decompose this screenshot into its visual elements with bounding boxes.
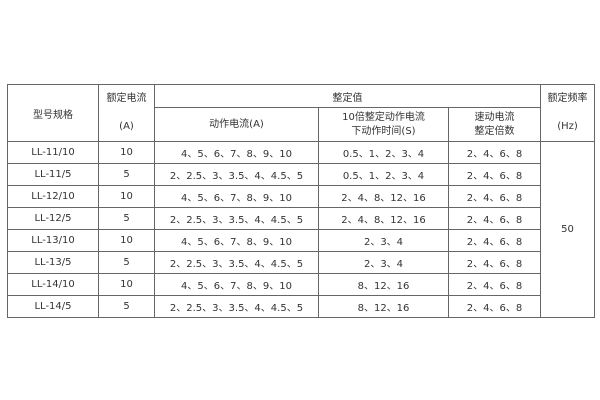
cell-quick-multiple: 2、4、6、8 (447, 185, 542, 208)
header-model: 型号规格 (7, 84, 99, 142)
cell-action-time: 2、4、8、12、16 (318, 185, 449, 208)
cell-quick-multiple: 2、4、6、8 (447, 295, 542, 318)
cell-rated-current: 5 (98, 295, 155, 318)
cell-action-time: 2、3、4 (318, 229, 449, 252)
cell-rated-current: 10 (98, 273, 155, 296)
header-setting-value: 整定值 (153, 83, 542, 109)
cell-rated-current: 5 (98, 207, 155, 230)
cell-rated-current: 10 (98, 141, 155, 164)
table-row: LL-14/10 10 4、5、6、7、8、9、10 8、12、16 2、4、6、8 (7, 273, 595, 296)
cell-action-time: 8、12、16 (318, 295, 449, 318)
table-row: LL-13/10 10 4、5、6、7、8、9、10 2、3、4 2、4、6、8 (7, 229, 595, 252)
relay-spec-table: 型号规格 额定电流 (A) 整定值 额定频率 (Hz) 动作电流(A) 10倍整定动… (7, 83, 596, 318)
cell-model: LL-11/10 (7, 141, 99, 164)
cell-quick-multiple: 2、4、6、8 (447, 207, 542, 230)
cell-model: LL-14/5 (7, 295, 99, 318)
cell-model: LL-12/10 (7, 185, 99, 208)
cell-action-current: 4、5、6、7、8、9、10 (154, 229, 319, 252)
cell-rated-current: 10 (98, 229, 155, 252)
header-action-current: 动作电流(A) (154, 107, 319, 142)
cell-frequency: 50 (540, 141, 596, 318)
table-row: LL-14/5 5 2、2.5、3、3.5、4、4.5、5 8、12、16 2、4、6、… (7, 295, 595, 318)
table-row: LL-12/5 5 2、2.5、3、3.5、4、4.5、5 2、4、8、12、16 2、… (7, 207, 595, 230)
cell-rated-current: 10 (98, 185, 155, 208)
header-quick-multiple: 速动电流 整定倍数 (447, 107, 542, 142)
header-rated-frequency: 额定频率 (Hz) (540, 84, 596, 142)
cell-action-time: 8、12、16 (318, 273, 449, 296)
table-row: LL-12/10 10 4、5、6、7、8、9、10 2、4、8、12、16 2、4、6… (7, 185, 595, 208)
cell-quick-multiple: 2、4、6、8 (447, 273, 542, 296)
cell-rated-current: 5 (98, 251, 155, 274)
table-row: LL-11/5 5 2、2.5、3、3.5、4、4.5、5 0.5、1、2、3、4 2、… (7, 163, 595, 186)
cell-action-current: 4、5、6、7、8、9、10 (154, 273, 319, 296)
cell-quick-multiple: 2、4、6、8 (447, 141, 542, 164)
cell-rated-current: 5 (98, 163, 155, 186)
cell-action-current: 2、2.5、3、3.5、4、4.5、5 (154, 251, 319, 274)
cell-quick-multiple: 2、4、6、8 (447, 251, 542, 274)
cell-model: LL-13/10 (7, 229, 99, 252)
cell-action-time: 2、4、8、12、16 (318, 207, 449, 230)
cell-model: LL-12/5 (7, 207, 99, 230)
cell-quick-multiple: 2、4、6、8 (447, 163, 542, 186)
cell-model: LL-14/10 (7, 273, 99, 296)
cell-action-time: 2、3、4 (318, 251, 449, 274)
cell-action-current: 4、5、6、7、8、9、10 (154, 185, 319, 208)
cell-action-current: 4、5、6、7、8、9、10 (154, 141, 319, 164)
cell-action-current: 2、2.5、3、3.5、4、4.5、5 (154, 295, 319, 318)
cell-model: LL-11/5 (7, 163, 99, 186)
cell-quick-multiple: 2、4、6、8 (447, 229, 542, 252)
cell-action-current: 2、2.5、3、3.5、4、4.5、5 (154, 207, 319, 230)
header-rated-current: 额定电流 (A) (98, 84, 155, 142)
cell-action-time: 0.5、1、2、3、4 (318, 163, 449, 186)
header-action-time: 10倍整定动作电流 下动作时间(S) (318, 107, 449, 142)
cell-action-current: 2、2.5、3、3.5、4、4.5、5 (154, 163, 319, 186)
table-row: LL-13/5 5 2、2.5、3、3.5、4、4.5、5 2、3、4 2、4、6、8 (7, 251, 595, 274)
cell-action-time: 0.5、1、2、3、4 (318, 141, 449, 164)
cell-model: LL-13/5 (7, 251, 99, 274)
table-row: LL-11/10 10 4、5、6、7、8、9、10 0.5、1、2、3、4 2、4、6… (7, 141, 596, 318)
